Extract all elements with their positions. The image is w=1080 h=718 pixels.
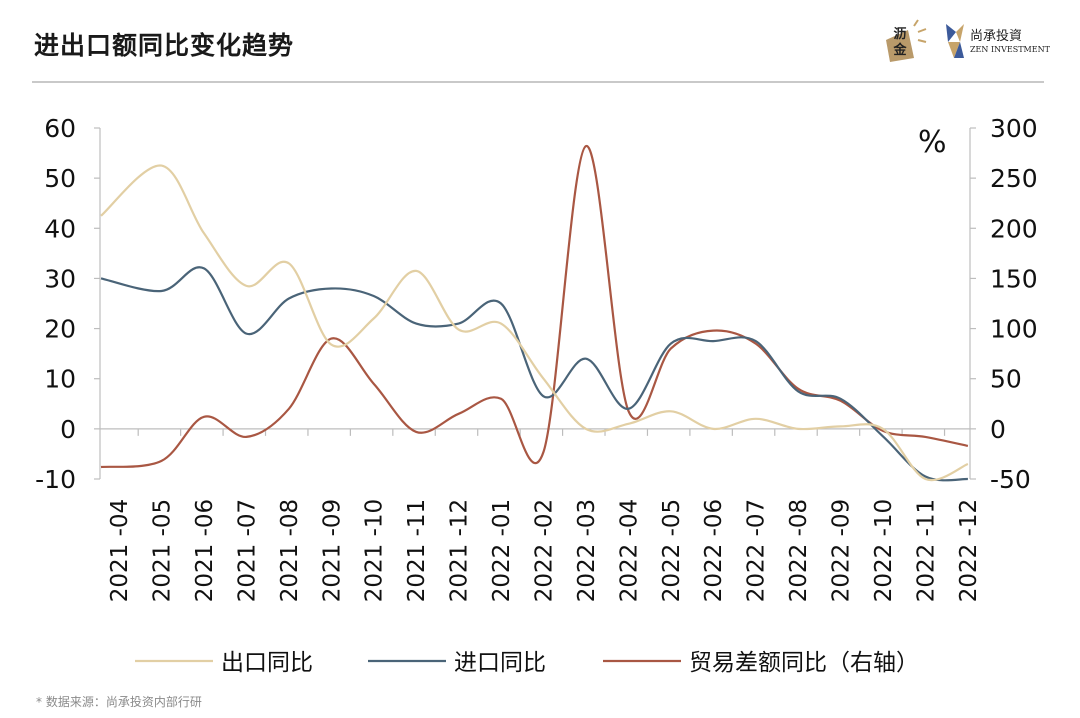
- y-right-tick-label: 200: [990, 214, 1038, 243]
- brand-name-en: ZEN INVESTMENT: [970, 45, 1050, 54]
- y-left-tick-label: 20: [44, 315, 76, 344]
- y-right-tick-label: 100: [990, 315, 1038, 344]
- x-tick-label: 2022 -02: [531, 499, 557, 602]
- x-tick-label: 2021 -04: [107, 499, 133, 602]
- x-tick-label: 2022 -11: [913, 499, 939, 602]
- y-right-tick-label: 0: [990, 415, 1006, 444]
- brand-name-cn: 尚承投資: [970, 28, 1022, 44]
- x-tick-label: 2021 -06: [192, 499, 218, 602]
- brand-logo-lijin: 沥 金: [886, 19, 927, 62]
- y-right-tick-label: 50: [990, 365, 1022, 394]
- y-right-unit-label: %: [918, 125, 947, 160]
- x-tick-label: 2022 -08: [786, 499, 812, 602]
- chart-series: [100, 144, 969, 482]
- x-tick-label: 2022 -06: [701, 499, 727, 602]
- legend-label-3: 贸易差额同比（右轴）: [689, 650, 919, 676]
- x-tick-label: 2021 -08: [277, 499, 303, 602]
- y-right-tick-label: 250: [990, 164, 1038, 193]
- y-right-tick-label: 300: [990, 114, 1038, 143]
- y-left-tick-label: 30: [44, 264, 76, 293]
- y-right-tick-label: 150: [990, 264, 1038, 293]
- y-left-tick-label: 50: [44, 164, 76, 193]
- legend-label-2: 进口同比: [454, 650, 546, 676]
- x-tick-label: 2022 -10: [871, 499, 897, 602]
- svg-text:金: 金: [892, 42, 907, 58]
- chart-legend: 出口同比 进口同比 贸易差额同比（右轴）: [135, 650, 919, 676]
- brand-logo-shape: [886, 30, 914, 62]
- x-tick-label: 2022 -01: [489, 499, 515, 602]
- x-tick-label: 2021 -05: [150, 499, 176, 602]
- y-left-tick-label: 0: [60, 415, 76, 444]
- page-title: 进出口额同比变化趋势: [34, 31, 295, 60]
- y-left-tick-label: -10: [35, 465, 76, 494]
- x-tick-label: 2021 -12: [447, 499, 473, 602]
- x-tick-label: 2022 -12: [956, 499, 982, 602]
- x-tick-label: 2022 -09: [829, 499, 855, 602]
- x-tick-label: 2021 -07: [234, 499, 260, 602]
- chart-axes: -10 0 10 20 30 40 50 60 -50 0 50 100 150 200 250 300% 20…: [35, 114, 1038, 602]
- brand-logo-zen: 尚承投資 ZEN INVESTMENT: [946, 24, 1050, 58]
- y-right-tick-label: -50: [990, 465, 1031, 494]
- x-tick-label: 2021 -11: [404, 499, 430, 602]
- y-left-tick-label: 10: [44, 365, 76, 394]
- svg-text:沥: 沥: [893, 27, 906, 42]
- x-tick-label: 2022 -05: [659, 499, 685, 602]
- legend-label-1: 出口同比: [221, 650, 313, 676]
- series-line-1: [100, 164, 969, 482]
- x-tick-label: 2022 -04: [616, 499, 642, 602]
- series-line-2: [100, 266, 968, 482]
- x-tick-label: 2022 -07: [744, 499, 770, 602]
- x-tick-label: 2022 -03: [574, 499, 600, 602]
- data-source-note: * 数据来源：尚承投资内部行研: [36, 695, 202, 709]
- x-tick-label: 2021 -09: [319, 499, 345, 602]
- y-left-tick-label: 60: [44, 114, 76, 143]
- y-left-tick-label: 40: [44, 214, 76, 243]
- x-tick-label: 2021 -10: [362, 499, 388, 602]
- header-divider: [32, 81, 1044, 83]
- series-line-3: [100, 144, 969, 469]
